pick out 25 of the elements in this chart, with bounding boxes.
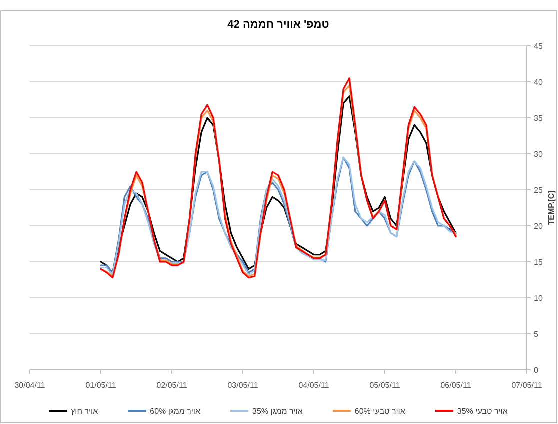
x-tick-label: 06/05/11 — [440, 381, 472, 390]
y-tick-label: 40 — [534, 78, 544, 87]
legend-label: אויר חוץ — [71, 407, 98, 416]
legend-label: אויר ממגן 35% — [252, 407, 303, 416]
y-tick-label: 10 — [534, 294, 544, 303]
y-axis-title: TEMP.[C] — [547, 190, 556, 226]
x-tick-label: 02/05/11 — [156, 381, 188, 390]
y-tick-label: 30 — [534, 150, 544, 159]
legend-label: אויר ממגן 60% — [150, 407, 201, 416]
y-tick-label: 5 — [534, 330, 539, 339]
y-tick-label: 25 — [534, 186, 544, 195]
title: טמפ' אוויר חממה 42 — [228, 19, 330, 31]
x-tick-label: 01/05/11 — [86, 381, 117, 390]
y-tick-label: 15 — [534, 258, 544, 267]
legend-label: אויר טבעי 60% — [354, 407, 406, 416]
x-tick-label: 07/05/11 — [512, 381, 543, 390]
y-tick-label: 35 — [534, 114, 544, 123]
x-tick-label: 03/05/11 — [228, 381, 259, 390]
x-tick-label: 30/04/11 — [14, 381, 46, 390]
y-tick-label: 20 — [534, 222, 544, 231]
y-tick-label: 45 — [534, 42, 544, 51]
y-tick-label: 0 — [534, 366, 539, 375]
legend-label: אויר טבעי 35% — [457, 407, 508, 416]
x-tick-label: 05/05/11 — [370, 381, 401, 390]
x-tick-label: 04/05/11 — [298, 381, 330, 390]
